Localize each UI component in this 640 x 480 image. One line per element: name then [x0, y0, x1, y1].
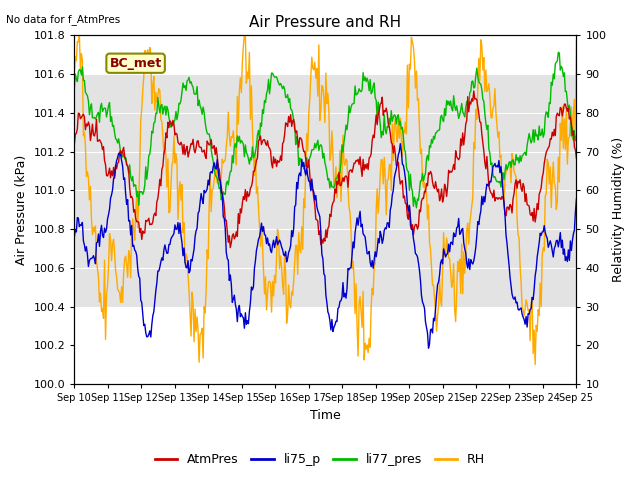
- Title: Air Pressure and RH: Air Pressure and RH: [250, 15, 401, 30]
- Legend: AtmPres, li75_p, li77_pres, RH: AtmPres, li75_p, li77_pres, RH: [150, 448, 490, 471]
- Text: No data for f_AtmPres: No data for f_AtmPres: [6, 14, 121, 25]
- Y-axis label: Air Pressure (kPa): Air Pressure (kPa): [15, 155, 28, 265]
- Y-axis label: Relativity Humidity (%): Relativity Humidity (%): [612, 137, 625, 282]
- X-axis label: Time: Time: [310, 409, 340, 422]
- Bar: [74, 74, 577, 307]
- Text: BC_met: BC_met: [109, 57, 162, 70]
